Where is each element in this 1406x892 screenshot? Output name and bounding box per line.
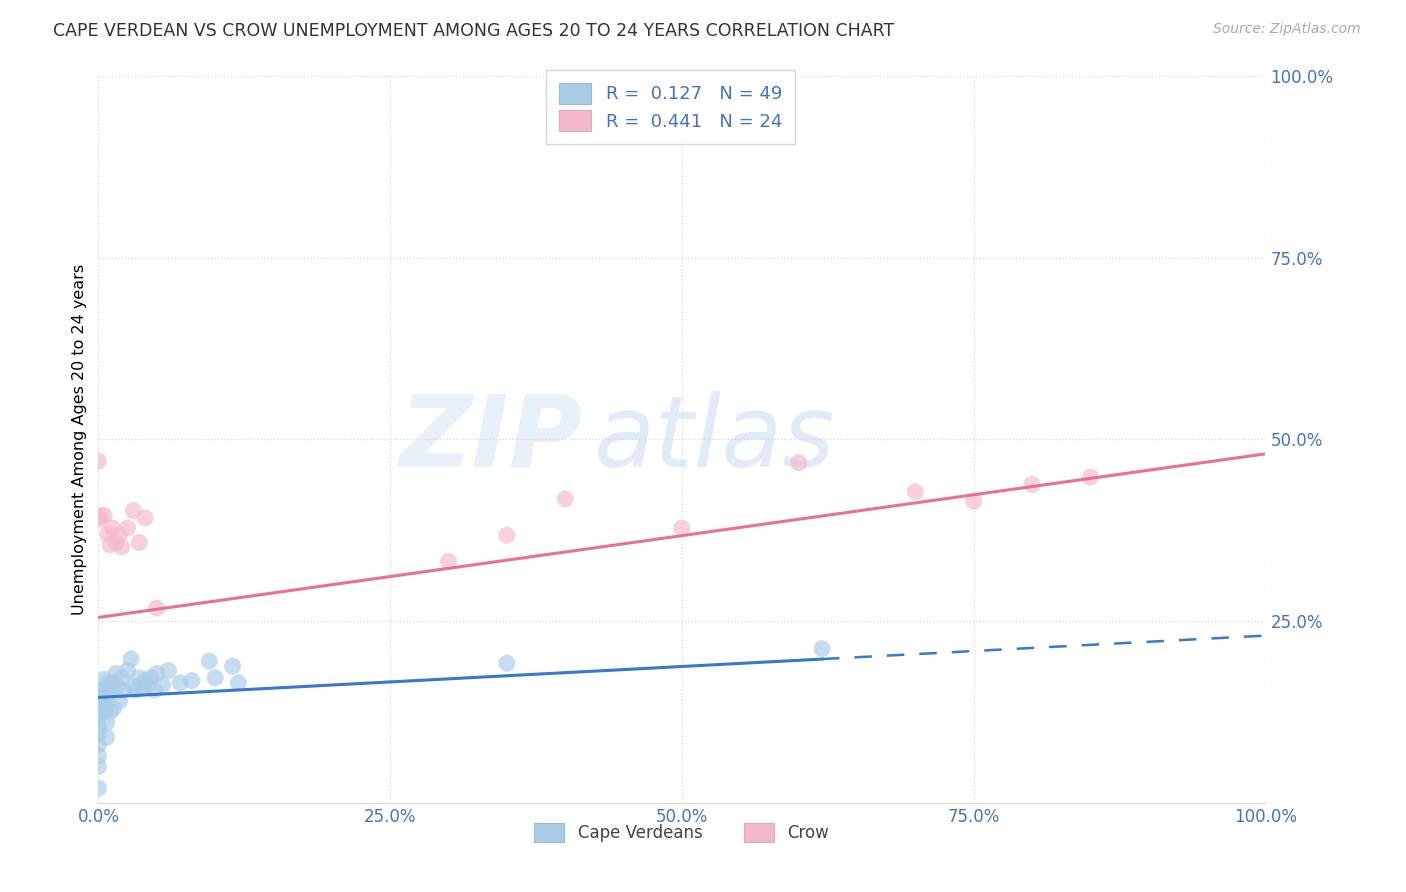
Point [904,484,927,499]
Point [1080,470,1102,484]
Point [787,456,810,470]
Text: atlas: atlas [595,391,837,488]
Point [128,535,150,549]
Point [97,687,120,701]
Point [143,683,166,698]
Point [87,727,110,741]
Point [104,535,127,549]
Point [87,710,110,724]
Point [962,494,984,508]
Text: Source: ZipAtlas.com: Source: ZipAtlas.com [1213,22,1361,37]
Point [93,687,115,701]
Point [87,719,110,733]
Text: ZIP: ZIP [399,391,582,488]
Point [125,683,148,698]
Point [117,521,139,535]
Point [146,666,169,681]
Point [554,491,576,506]
Point [87,759,110,773]
Point [87,454,110,468]
Point [139,671,162,685]
Point [111,540,134,554]
Point [90,694,112,708]
Point [134,673,156,688]
Point [136,678,159,692]
Point [1021,477,1043,491]
Point [122,503,145,517]
Point [128,671,150,685]
Point [204,671,226,685]
Point [87,701,110,715]
Point [91,705,114,719]
Point [96,715,118,730]
Point [105,680,128,694]
Point [108,694,131,708]
Point [157,664,180,678]
Point [811,641,834,656]
Point [96,731,118,745]
Point [671,521,693,535]
Point [97,676,120,690]
Point [104,666,127,681]
Point [169,676,191,690]
Point [132,681,155,695]
Point [108,528,131,542]
Point [111,671,134,685]
Y-axis label: Unemployment Among Ages 20 to 24 years: Unemployment Among Ages 20 to 24 years [72,264,87,615]
Point [198,654,221,668]
Point [117,664,139,678]
Point [496,528,519,542]
Point [134,511,156,525]
Point [146,601,169,615]
Point [87,738,110,752]
Point [94,701,117,715]
Point [90,683,112,698]
Point [97,526,120,541]
Text: CAPE VERDEAN VS CROW UNEMPLOYMENT AMONG AGES 20 TO 24 YEARS CORRELATION CHART: CAPE VERDEAN VS CROW UNEMPLOYMENT AMONG … [53,22,894,40]
Point [101,521,124,535]
Point [98,538,121,552]
Point [437,554,460,568]
Point [122,680,145,694]
Point [98,680,121,694]
Point [90,508,112,523]
Point [87,512,110,526]
Point [152,678,174,692]
Point [87,781,110,796]
Point [93,672,115,686]
Point [112,683,135,698]
Point [221,659,243,673]
Point [93,508,115,523]
Point [98,705,121,719]
Point [103,701,125,715]
Point [496,657,519,671]
Point [228,676,250,690]
Point [180,673,202,688]
Point [87,748,110,763]
Point [101,676,124,690]
Legend: Cape Verdeans, Crow: Cape Verdeans, Crow [527,816,837,849]
Point [87,690,110,705]
Point [120,652,142,666]
